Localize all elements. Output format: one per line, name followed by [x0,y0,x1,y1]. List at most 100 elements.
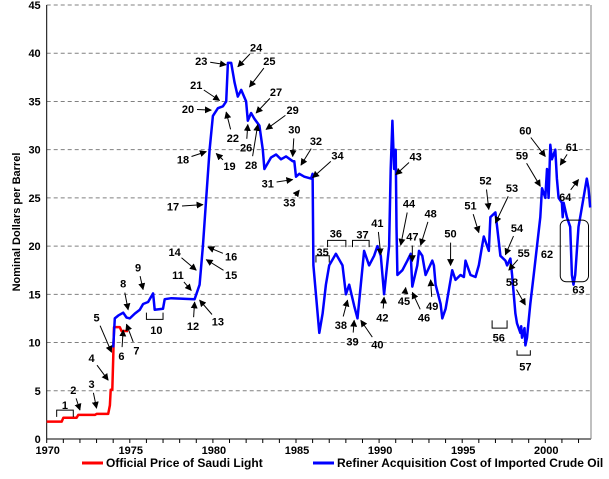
y-tick-label: 40 [28,48,40,60]
annotation-arrow-28 [253,125,258,157]
annotation-label-3: 3 [89,379,95,391]
annotation-label-41: 41 [371,218,383,230]
annotation-label-12: 12 [187,321,199,333]
annotation-label-33: 33 [283,198,295,210]
annotation-arrow-31 [277,180,293,182]
x-tick-label: 1970 [35,445,59,457]
annotation-label-8: 8 [120,279,126,291]
annotation-arrow-46 [412,292,420,309]
annotation-arrow-43 [396,163,409,175]
annotation-label-40: 40 [371,339,383,351]
annotation-arrow-51 [473,214,479,232]
annotation-label-10: 10 [150,325,162,337]
annotation-label-61: 61 [566,142,578,154]
annotation-arrow-25 [249,68,263,87]
annotation-arrow-40 [361,320,372,337]
annotation-arrow-4 [97,365,108,380]
annotation-arrow-52 [487,190,489,210]
annotation-label-11: 11 [172,270,184,282]
annotation-label-24: 24 [250,42,263,54]
annotation-bracket-56 [492,320,507,328]
annotation-arrow-58 [517,290,526,305]
x-tick-label: 1985 [285,445,309,457]
y-tick-label: 30 [28,145,40,157]
series-lines [47,63,591,422]
annotation-label-63: 63 [572,285,584,297]
annotation-label-43: 43 [410,151,422,163]
legend-label-saudi-light: Official Price of Saudi Light [106,456,263,470]
legend: Official Price of Saudi Light Refiner Ac… [82,456,603,470]
annotation-label-48: 48 [424,208,436,220]
annotation-arrow-17 [182,205,203,206]
annotation-label-16: 16 [225,252,237,264]
annotation-arrow-18 [192,152,207,157]
annotation-arrow-48 [421,222,428,245]
annotation-label-14: 14 [169,247,182,259]
annotation-arrow-12 [194,302,195,317]
annotation-label-30: 30 [288,124,300,136]
annotation-arrow-49 [431,280,432,297]
annotation-label-62: 62 [541,249,553,261]
annotation-arrow-19 [216,154,223,160]
annotation-arrow-32 [301,149,311,165]
annotation-arrow-64 [571,180,579,190]
annotation-arrow-8 [125,293,128,310]
annotation-arrow-2 [76,398,80,410]
annotation-arrow-54 [505,236,513,255]
annotation-label-32: 32 [310,136,322,148]
annotation-label-36: 36 [330,229,342,241]
series-saudi-light [47,327,128,422]
annotation-arrow-3 [93,393,96,408]
annotation-label-1: 1 [62,400,68,412]
annotation-label-37: 37 [356,230,368,242]
y-tick-label: 35 [28,96,40,108]
annotation-label-39: 39 [346,337,358,349]
annotation-arrow-60 [531,138,545,157]
annotation-arrow-30 [293,138,294,156]
annotation-arrow-42 [383,297,384,308]
annotation-label-21: 21 [190,80,202,92]
annotation-label-2: 2 [70,385,76,397]
annotation-label-22: 22 [227,133,239,145]
annotation-arrow-15 [206,260,223,271]
annotation-bracket-10 [146,313,163,320]
annotation-arrow-26 [247,125,248,139]
annotation-label-29: 29 [287,105,299,117]
annotation-arrow-38 [343,300,347,316]
annotation-label-45: 45 [398,296,410,308]
annotation-label-9: 9 [135,262,141,274]
y-tick-label: 25 [28,193,40,205]
annotation-arrow-24 [238,54,250,67]
annotation-label-49: 49 [426,301,438,313]
annotation-label-4: 4 [89,353,96,365]
y-axis-label: Nominal Dollars per Barrel [11,153,23,292]
annotation-label-20: 20 [182,104,194,116]
annotation-label-23: 23 [195,56,207,68]
y-tick-label: 15 [28,289,40,301]
annotation-arrow-16 [208,247,223,253]
annotation-label-35: 35 [316,247,328,259]
annotation-arrow-33 [295,190,299,196]
y-tick-label: 10 [28,338,40,350]
annotation-label-17: 17 [167,202,179,214]
annotation-label-27: 27 [270,87,282,99]
annotation-label-51: 51 [464,201,476,213]
annotation-label-46: 46 [418,312,430,324]
annotation-arrow-13 [200,300,212,314]
annotation-label-25: 25 [263,56,275,68]
annotation-label-7: 7 [133,345,139,357]
annotation-label-47: 47 [406,231,418,243]
annotation-arrow-39 [353,320,354,332]
annotation-label-58: 58 [506,277,518,289]
annotation-label-38: 38 [335,320,347,332]
annotation-label-6: 6 [118,351,124,363]
annotation-arrow-7 [126,324,133,342]
annotation-arrow-61 [560,154,567,165]
annotation-label-64: 64 [559,192,572,204]
annotation-label-54: 54 [511,223,524,235]
annotation-arrow-23 [210,62,226,64]
annotation-label-18: 18 [177,154,189,166]
annotation-arrow-5 [100,326,111,353]
